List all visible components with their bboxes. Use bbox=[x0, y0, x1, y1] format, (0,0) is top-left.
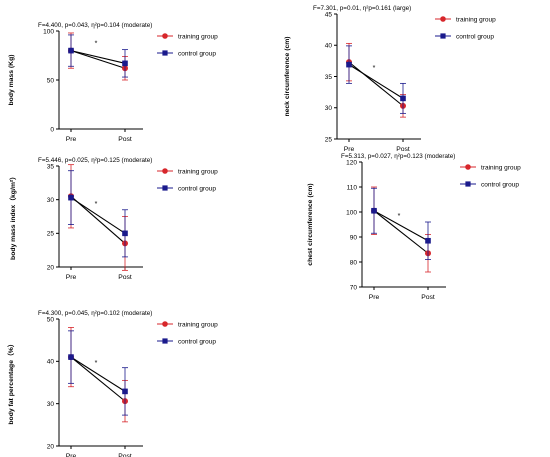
y-tick-label: 45 bbox=[325, 11, 333, 18]
series-line bbox=[70, 197, 126, 234]
legend-label: training group bbox=[178, 321, 218, 328]
significance-marker: * bbox=[373, 65, 376, 72]
significance-marker: * bbox=[398, 213, 401, 220]
data-point-control bbox=[371, 207, 377, 214]
stats-text: F=5.313, p=0.027, η²p=0.123 (moderate) bbox=[341, 153, 455, 160]
y-tick-label: 30 bbox=[47, 197, 55, 204]
chart-panel-4: F=5.313, p=0.027, η²p=0.123 (moderate) 70… bbox=[307, 153, 521, 301]
stats-text: F=5.446, p=0.025, η²p=0.125 (moderate) bbox=[38, 157, 152, 164]
y-tick-label: 100 bbox=[346, 209, 357, 216]
y-tick-label: 110 bbox=[347, 184, 358, 191]
legend-label: training group bbox=[178, 33, 218, 40]
x-tick-label: Pre bbox=[369, 294, 380, 301]
legend-marker-control bbox=[440, 33, 446, 39]
legend-marker-control bbox=[162, 338, 168, 344]
data-point-control bbox=[400, 95, 406, 102]
series-line bbox=[373, 210, 429, 242]
data-point-control bbox=[122, 60, 128, 67]
data-point-control bbox=[68, 194, 74, 201]
y-tick-label: 20 bbox=[47, 443, 55, 450]
legend-label: training group bbox=[456, 16, 496, 23]
y-tick-label: 25 bbox=[325, 136, 333, 143]
legend-label: control group bbox=[456, 33, 494, 40]
legend-label: control group bbox=[178, 338, 216, 345]
chart-panel-1: F=4.400, p=0.043, η²p=0.104 (moderate) 0 5… bbox=[8, 22, 218, 143]
chart-panel-5: F=4.300, p=0.045, η²p=0.102 (moderate) 20… bbox=[7, 310, 218, 457]
data-point-control bbox=[68, 47, 74, 54]
legend-label: control group bbox=[178, 50, 216, 57]
y-axis-label: body mass (Kg) bbox=[8, 55, 15, 106]
series-line bbox=[348, 61, 404, 107]
x-tick-label: Post bbox=[421, 294, 435, 301]
y-tick-label: 35 bbox=[325, 74, 333, 81]
x-tick-label: Post bbox=[396, 146, 410, 153]
y-tick-label: 35 bbox=[47, 163, 55, 170]
data-point-control bbox=[68, 354, 74, 360]
legend-marker-training bbox=[162, 321, 168, 327]
y-tick-label: 40 bbox=[47, 359, 55, 366]
chart-panel-2: F=7.301, p=0.01, η²p=0.161 (large) 25 30 35… bbox=[284, 5, 496, 153]
significance-marker: * bbox=[95, 40, 98, 47]
y-tick-label: 25 bbox=[47, 231, 55, 238]
legend-marker-training bbox=[465, 164, 471, 170]
y-tick-label: 30 bbox=[325, 105, 333, 112]
series-line bbox=[348, 64, 404, 99]
significance-marker: * bbox=[95, 360, 98, 367]
y-tick-label: 120 bbox=[346, 159, 357, 166]
legend-label: training group bbox=[178, 168, 218, 175]
x-tick-label: Pre bbox=[66, 274, 77, 281]
legend-marker-control bbox=[162, 50, 168, 56]
series-line bbox=[70, 356, 126, 392]
series-line bbox=[70, 50, 126, 69]
stats-text: F=7.301, p=0.01, η²p=0.161 (large) bbox=[313, 5, 411, 12]
y-tick-label: 90 bbox=[350, 234, 358, 241]
legend-marker-control bbox=[465, 181, 471, 187]
series-line bbox=[70, 50, 126, 64]
y-axis-label: body fat percentage（%） bbox=[7, 340, 15, 424]
y-tick-label: 20 bbox=[47, 264, 55, 271]
stats-text: F=4.300, p=0.045, η²p=0.102 (moderate) bbox=[38, 310, 152, 317]
y-tick-label: 50 bbox=[47, 316, 55, 323]
significance-marker: * bbox=[95, 201, 98, 208]
legend-label: control group bbox=[481, 181, 519, 188]
data-point-control bbox=[346, 61, 352, 68]
data-point-control bbox=[425, 237, 431, 244]
y-axis-label: chest circumference (cm) bbox=[307, 183, 314, 265]
x-tick-label: Pre bbox=[66, 453, 77, 457]
y-tick-label: 40 bbox=[325, 43, 333, 50]
x-tick-label: Post bbox=[118, 453, 132, 457]
data-point-control bbox=[122, 388, 128, 395]
x-tick-label: Pre bbox=[344, 146, 355, 153]
y-tick-label: 50 bbox=[47, 77, 55, 84]
x-tick-label: Post bbox=[118, 274, 132, 281]
y-tick-label: 30 bbox=[47, 401, 55, 408]
y-tick-label: 70 bbox=[350, 284, 358, 291]
y-tick-label: 0 bbox=[50, 126, 54, 133]
y-tick-label: 80 bbox=[350, 259, 358, 266]
legend-marker-training bbox=[162, 33, 168, 39]
y-axis-label: body mass index（kg/m²） bbox=[9, 173, 17, 260]
chart-panel-3: F=5.446, p=0.025, η²p=0.125 (moderate) 20… bbox=[9, 157, 218, 281]
x-tick-label: Post bbox=[118, 136, 132, 143]
series-line bbox=[373, 210, 429, 254]
data-point-control bbox=[122, 230, 128, 237]
y-tick-label: 100 bbox=[43, 28, 54, 35]
x-tick-label: Pre bbox=[66, 136, 77, 143]
legend-label: control group bbox=[178, 185, 216, 192]
legend-marker-training bbox=[162, 168, 168, 174]
legend-marker-training bbox=[440, 16, 446, 22]
legend-marker-control bbox=[162, 185, 168, 191]
y-axis-label: neck circumference (cm) bbox=[284, 36, 291, 116]
stats-text: F=4.400, p=0.043, η²p=0.104 (moderate) bbox=[38, 22, 152, 29]
legend-label: training group bbox=[481, 164, 521, 171]
series-line bbox=[70, 356, 126, 402]
